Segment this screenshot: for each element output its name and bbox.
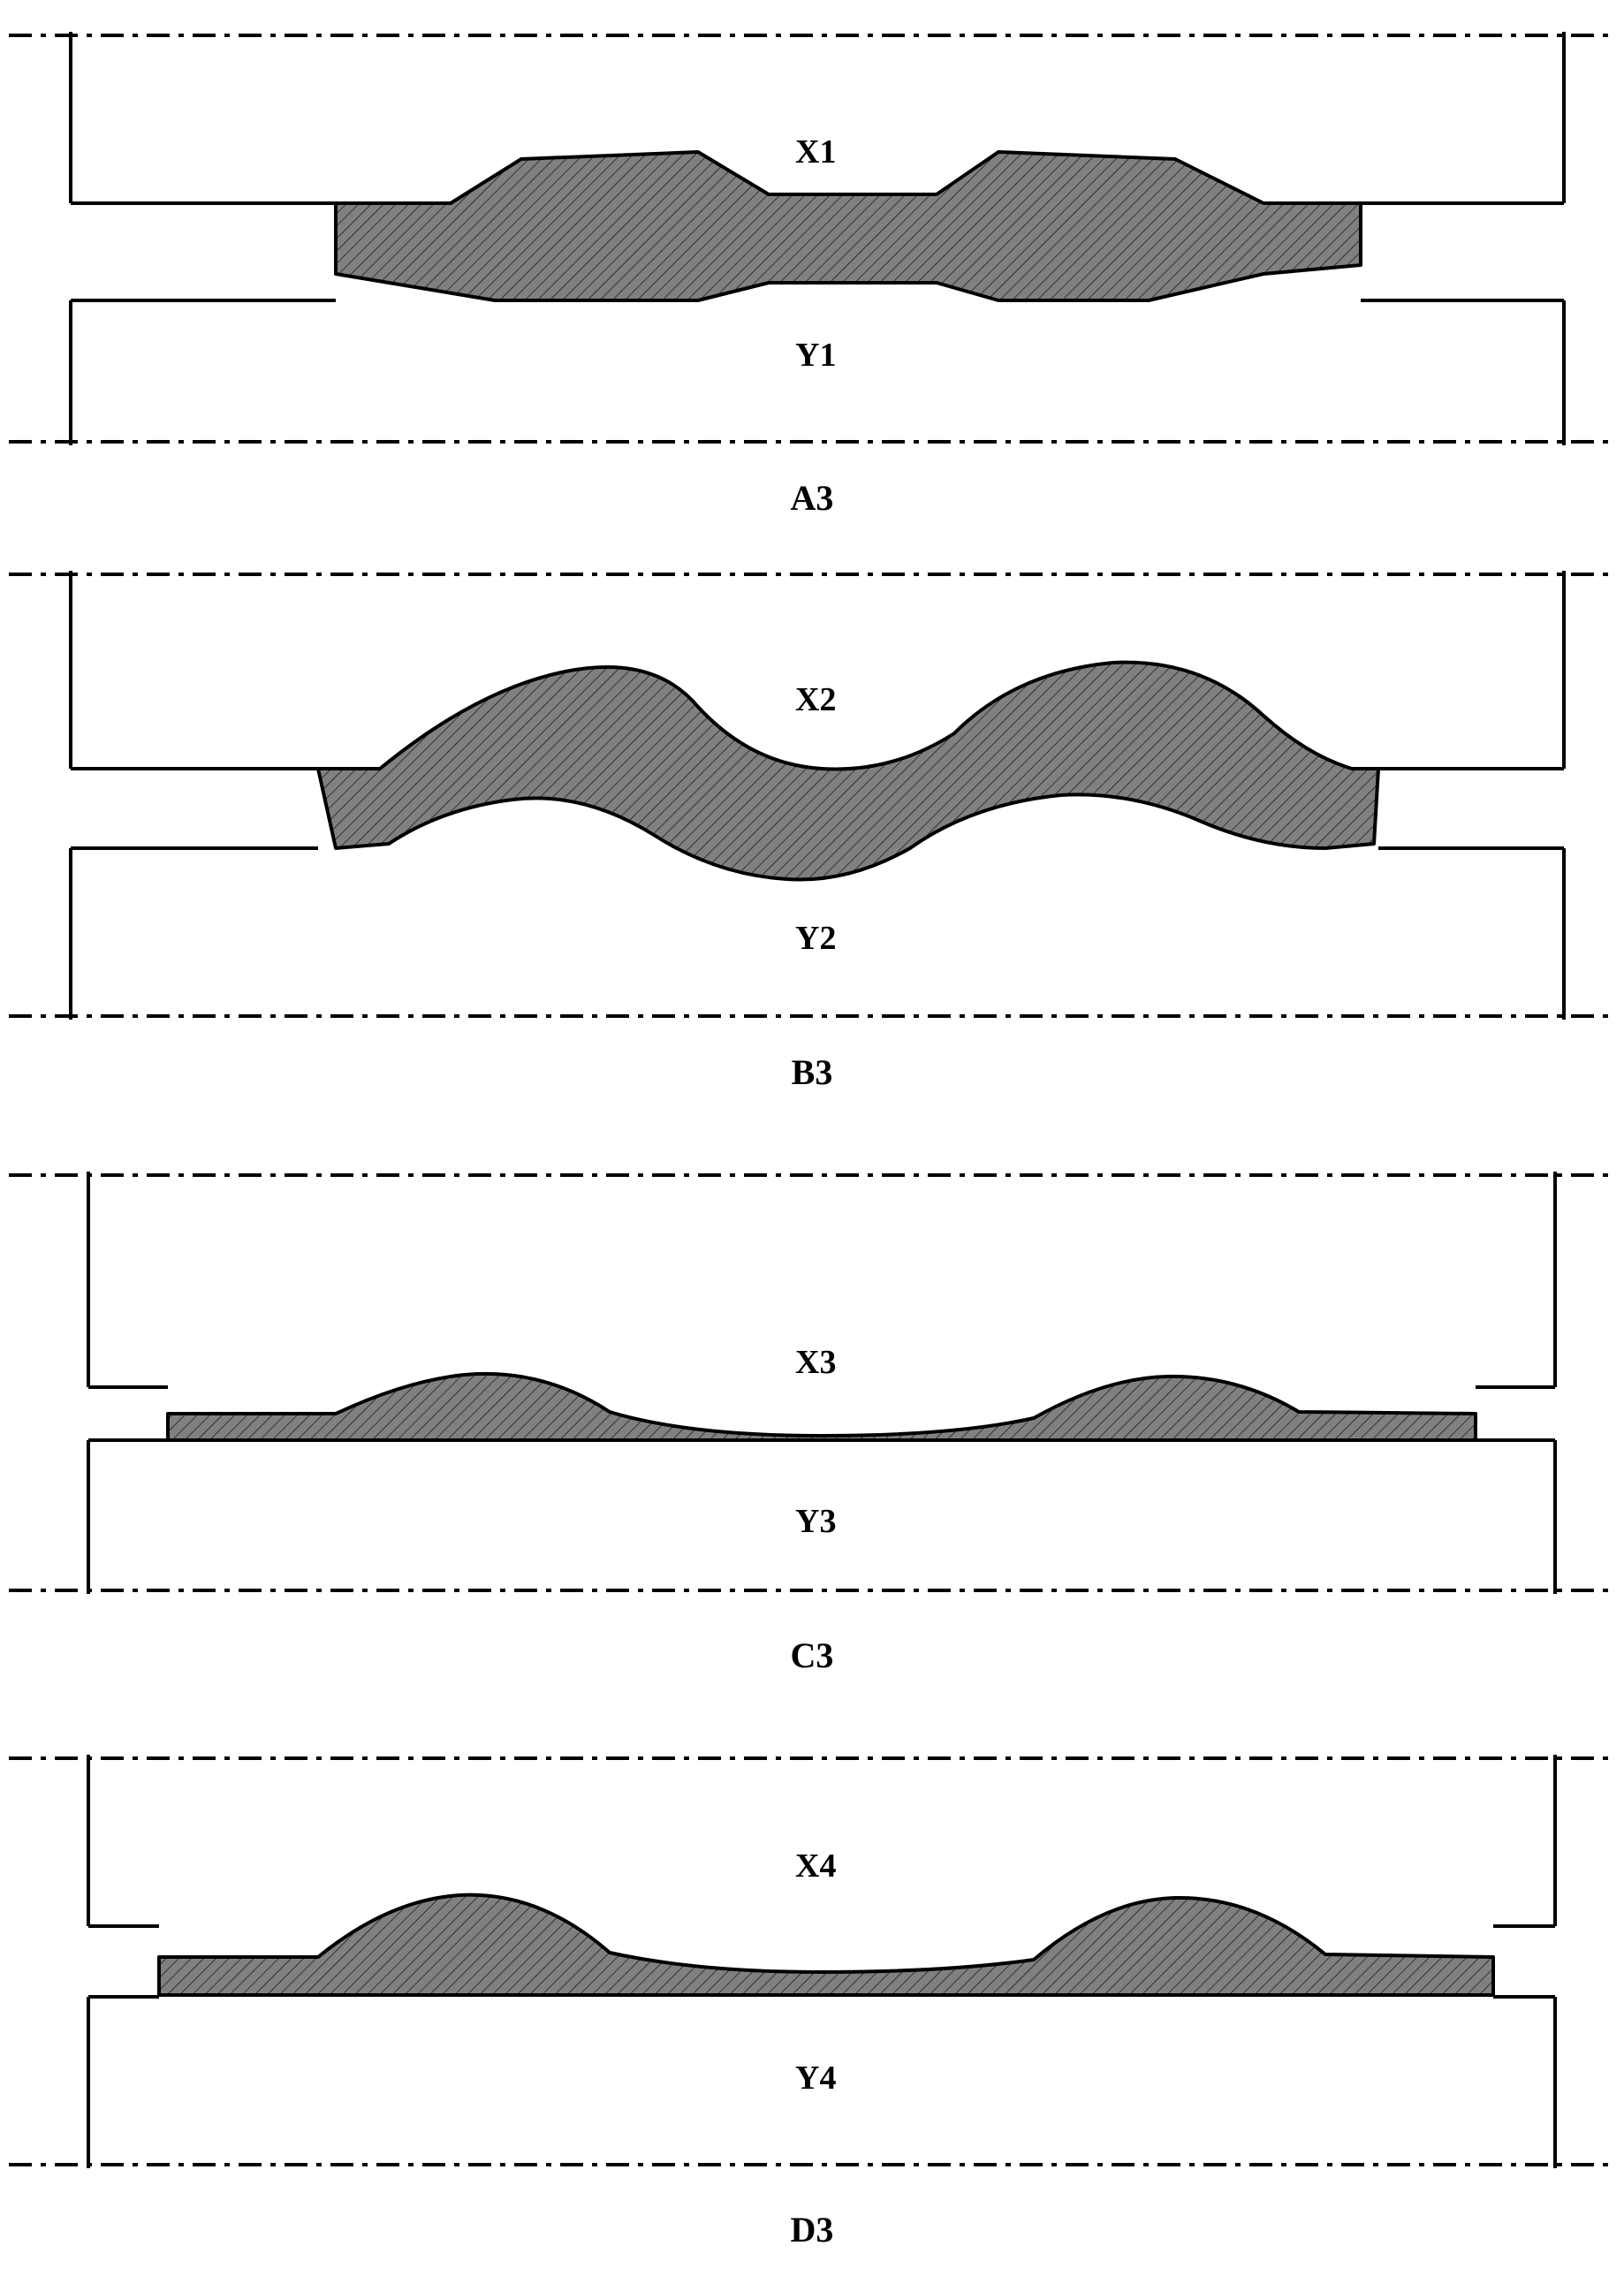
panel-c3-caption: C3 — [0, 1635, 1624, 1676]
figure-page: X1 Y1 A3 X2 Y2 B3 X3 Y3 C3 X4 Y4 D3 — [0, 0, 1624, 2276]
hatched-region-b3 — [318, 663, 1378, 880]
panel-d3-y-label: Y4 — [795, 2059, 836, 2098]
hatched-region-c3 — [168, 1374, 1476, 1440]
panel-d3 — [9, 1755, 1615, 2168]
panel-d3-x-label: X4 — [795, 1847, 836, 1885]
panel-b3-y-label: Y2 — [795, 919, 836, 958]
panel-a3-caption: A3 — [0, 477, 1624, 519]
panel-c3-x-label: X3 — [795, 1343, 836, 1382]
panel-a3-x-label: X1 — [795, 133, 836, 171]
hatched-region-a3 — [336, 152, 1361, 300]
panel-d3-caption: D3 — [0, 2209, 1624, 2250]
panel-c3-y-label: Y3 — [795, 1502, 836, 1541]
panel-a3-y-label: Y1 — [795, 336, 836, 375]
hatched-region-d3 — [159, 1895, 1493, 1995]
panel-b3-x-label: X2 — [795, 680, 836, 719]
panel-b3-caption: B3 — [0, 1051, 1624, 1093]
panel-a3 — [9, 32, 1615, 445]
